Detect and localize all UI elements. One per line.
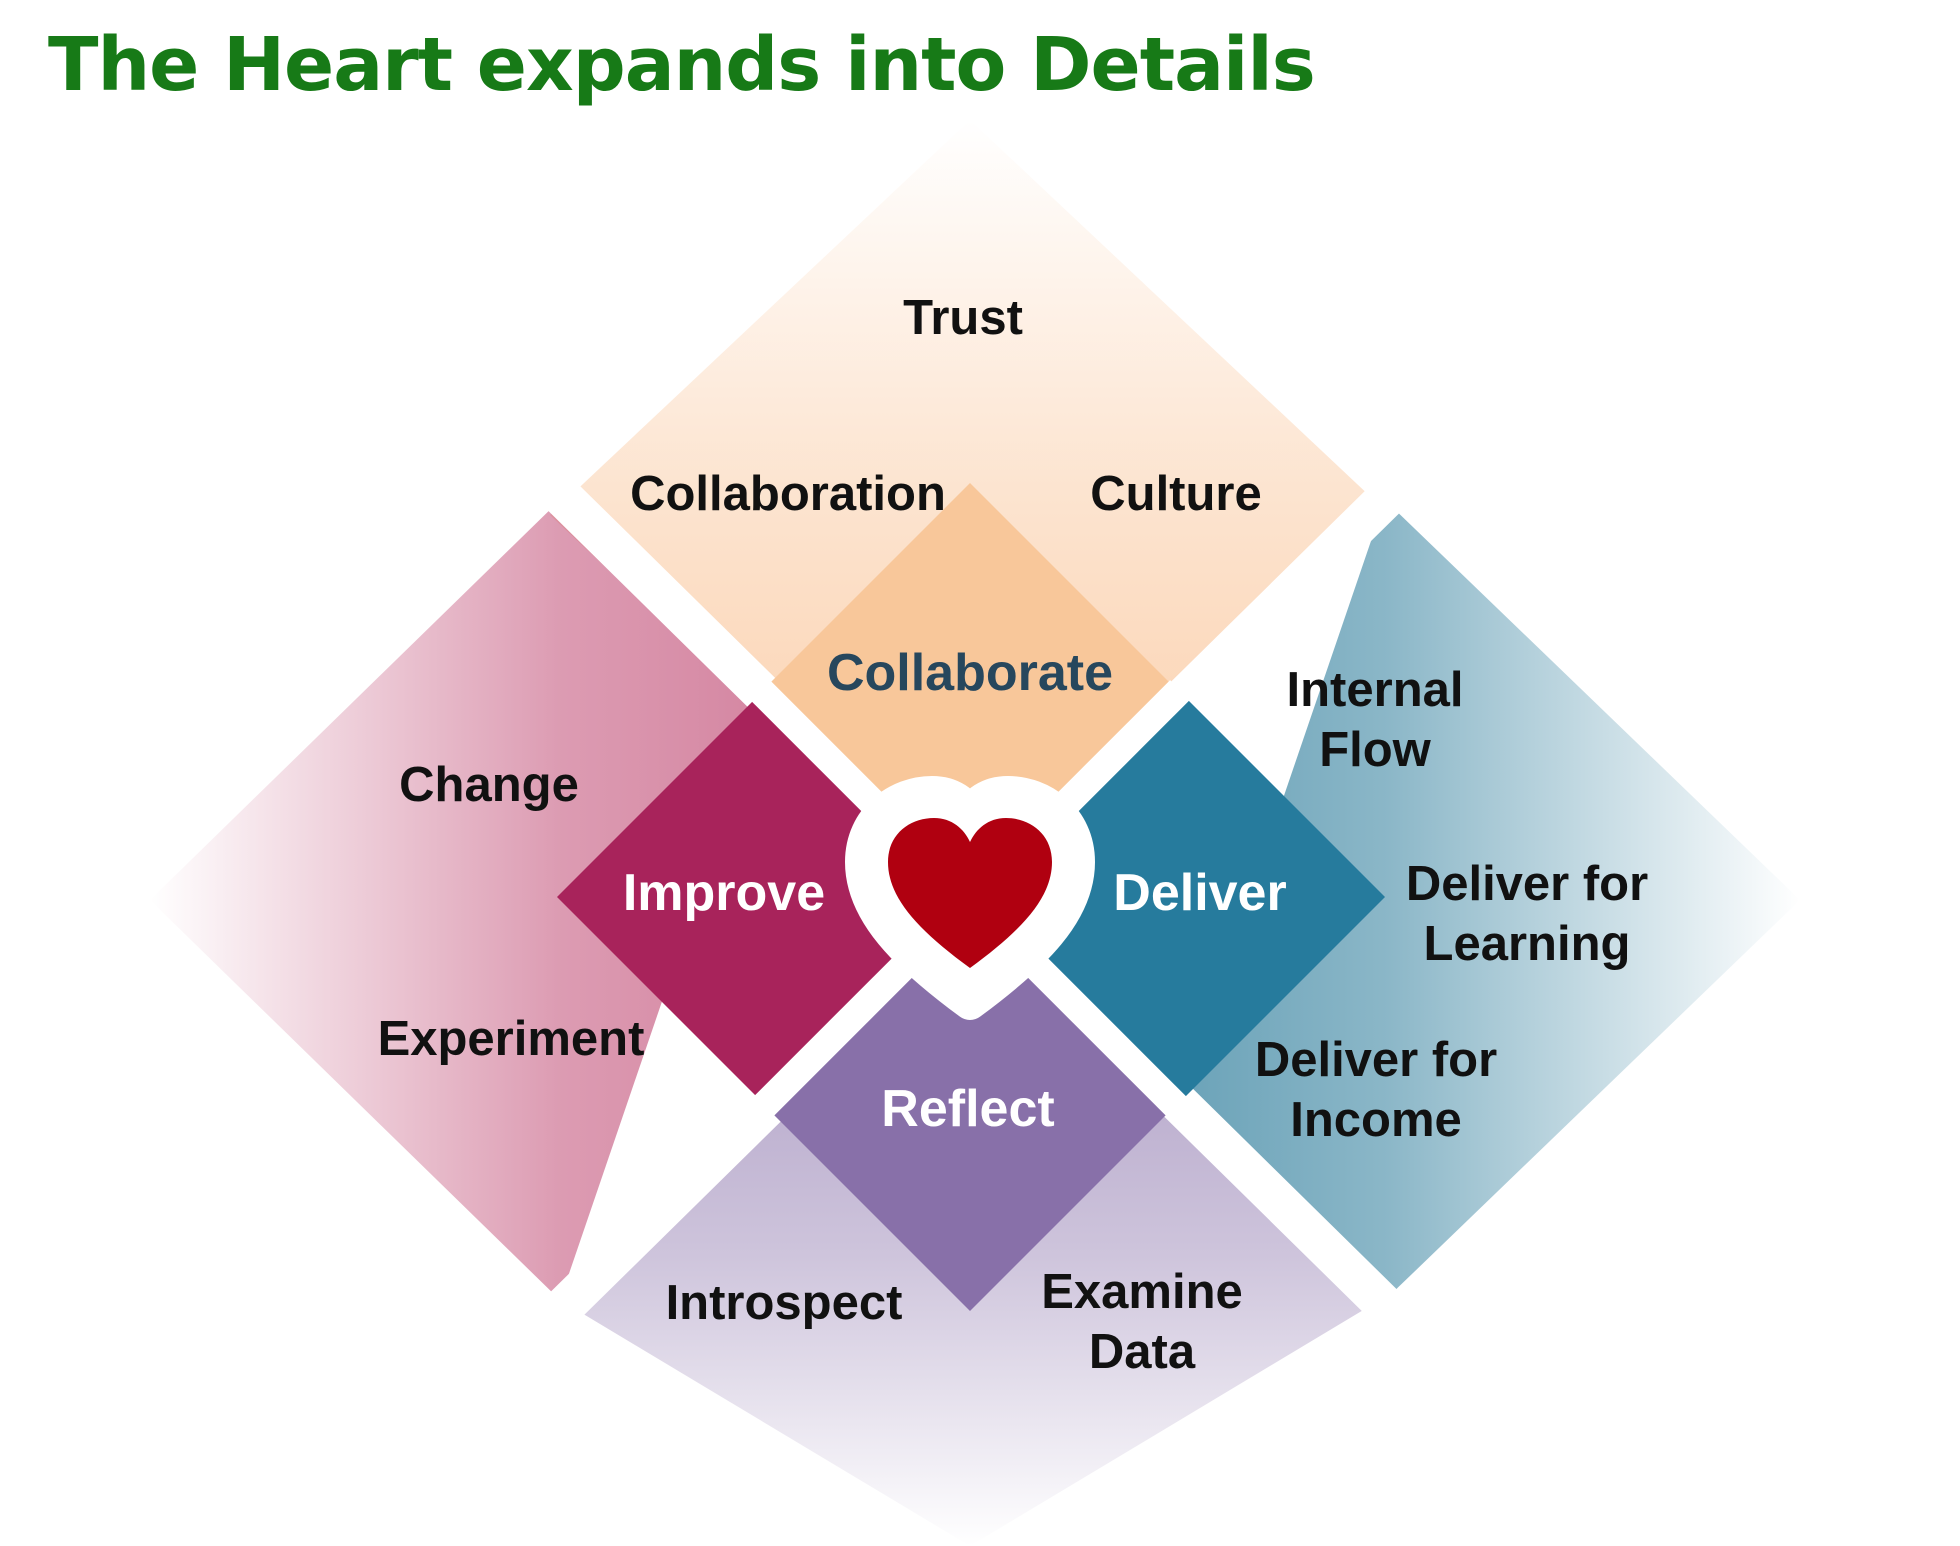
improve-label: Improve <box>622 864 826 922</box>
deliver-label: Deliver <box>1113 864 1287 922</box>
page-title: The Heart expands into Details <box>48 22 1316 108</box>
heart-icon <box>845 776 1095 1020</box>
internal-flow-label: Internal Flow <box>1287 660 1464 780</box>
internal-flow-line1: Internal <box>1286 663 1464 717</box>
change-label: Change <box>399 758 579 812</box>
deliver-for-learning-line1: Deliver for <box>1405 857 1649 911</box>
deliver-for-learning-label: Deliver for Learning <box>1406 854 1648 974</box>
deliver-for-income-label: Deliver for Income <box>1255 1030 1497 1150</box>
collaborate-label: Collaborate <box>826 644 1114 702</box>
deliver-for-income-line1: Deliver for <box>1254 1033 1498 1087</box>
introspect-label: Introspect <box>665 1276 903 1330</box>
examine-data-label: Examine Data <box>1041 1262 1243 1382</box>
experiment-label: Experiment <box>377 1012 645 1066</box>
deliver-for-learning-line2: Learning <box>1423 917 1631 971</box>
examine-data-line2: Data <box>1088 1325 1196 1379</box>
collaboration-label: Collaboration <box>630 467 946 521</box>
reflect-label: Reflect <box>881 1080 1055 1138</box>
improve-glow <box>150 500 765 1300</box>
culture-label: Culture <box>1090 467 1262 521</box>
trust-label: Trust <box>903 291 1023 345</box>
examine-data-line1: Examine <box>1041 1265 1243 1319</box>
deliver-for-income-line2: Income <box>1290 1093 1462 1147</box>
internal-flow-line2: Flow <box>1319 723 1431 777</box>
deliver-glow <box>1180 500 1800 1300</box>
